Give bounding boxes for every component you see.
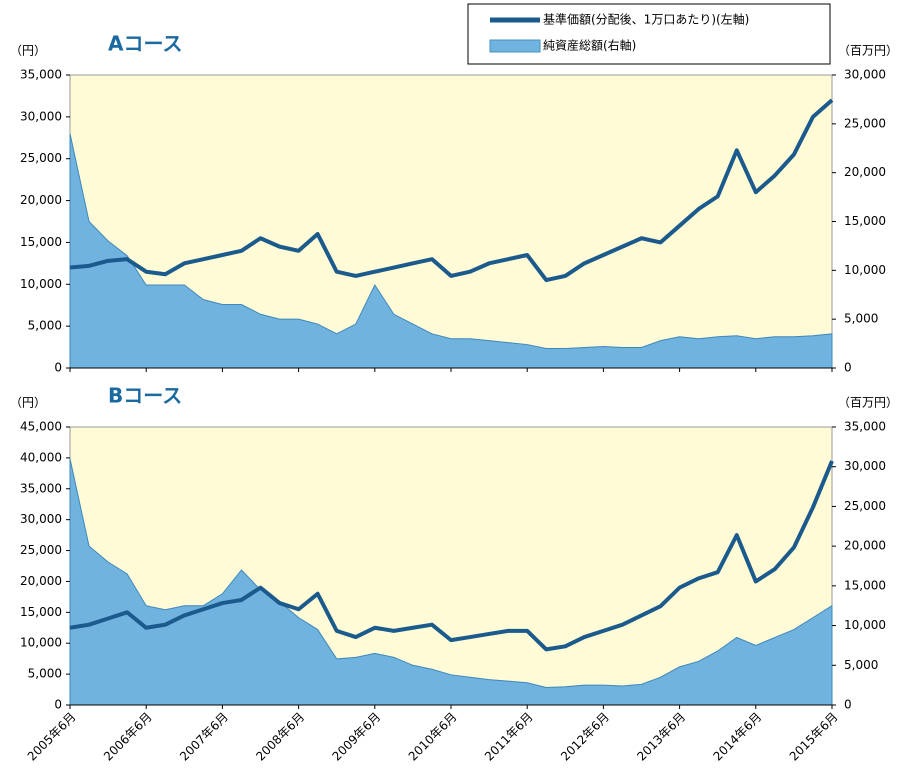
y2-tick-label: 30,000 [844, 459, 886, 473]
chart-title: Aコース [108, 32, 182, 56]
y-tick-label: 30,000 [20, 109, 62, 123]
y-tick-label: 35,000 [20, 481, 62, 495]
y2-tick-label: 20,000 [844, 539, 886, 553]
y-axis-unit: （円） [10, 396, 46, 410]
legend-area-swatch [489, 39, 541, 53]
area [69, 133, 833, 369]
x-tick-label: 2011年6月 [482, 710, 536, 764]
y-tick-label: 25,000 [20, 151, 62, 165]
y-tick-label: 5,000 [28, 667, 62, 681]
x-tick-label: 2009年6月 [330, 710, 384, 764]
y-tick-label: 40,000 [20, 450, 62, 464]
area [69, 458, 833, 706]
legend-label: 基準価額(分配後、1万口あたり)(左軸) [543, 12, 749, 27]
y2-tick-label: 35,000 [844, 420, 886, 434]
y-tick-label: 20,000 [20, 193, 62, 207]
y2-tick-label: 5,000 [844, 312, 878, 326]
y2-tick-label: 0 [844, 361, 852, 375]
y-tick-label: 30,000 [20, 512, 62, 526]
y2-tick-label: 5,000 [844, 658, 878, 672]
y2-tick-label: 0 [844, 698, 852, 712]
y-tick-label: 15,000 [20, 605, 62, 619]
y-axis-unit: （円） [10, 44, 46, 58]
x-tick-label: 2008年6月 [253, 710, 307, 764]
legend-label: 純資産総額(右軸) [543, 38, 636, 53]
x-tick-label: 2013年6月 [634, 710, 688, 764]
y2-tick-label: 20,000 [844, 165, 886, 179]
y-tick-label: 25,000 [20, 543, 62, 557]
charts: Aコース （円） （百万円） 0 5,000 10,000 15,000 20,000 25,0… [10, 32, 898, 764]
y-tick-label: 45,000 [20, 420, 62, 434]
y-tick-label: 20,000 [20, 574, 62, 588]
x-tick-label: 2010年6月 [406, 710, 460, 764]
x-tick-label: 2006年6月 [101, 710, 155, 764]
y2-tick-label: 30,000 [844, 68, 886, 82]
chart-title: Bコース [108, 384, 182, 408]
plot [69, 458, 834, 706]
x-tick-label: 2012年6月 [558, 710, 612, 764]
plot [69, 98, 834, 369]
y2-axis-unit: （百万円） [838, 396, 898, 410]
y-tick-label: 10,000 [20, 277, 62, 291]
y2-tick-label: 15,000 [844, 214, 886, 228]
y-tick-label: 35,000 [20, 68, 62, 82]
y-tick-label: 0 [54, 361, 62, 375]
y-tick-label: 15,000 [20, 235, 62, 249]
y2-tick-label: 25,000 [844, 116, 886, 130]
legend-box [467, 3, 831, 65]
x-tick-label: 2005年6月 [25, 710, 79, 764]
x-tick-label: 2015年6月 [787, 710, 841, 764]
y2-tick-label: 25,000 [844, 499, 886, 513]
y2-tick-label: 10,000 [844, 618, 886, 632]
x-tick-label: 2014年6月 [711, 710, 765, 764]
line [69, 460, 834, 652]
x-tick-label: 2007年6月 [177, 710, 231, 764]
line [69, 98, 834, 283]
y-tick-label: 5,000 [28, 319, 62, 333]
y2-tick-label: 15,000 [844, 578, 886, 592]
y-tick-label: 10,000 [20, 636, 62, 650]
y-tick-label: 0 [54, 698, 62, 712]
y2-tick-label: 10,000 [844, 263, 886, 277]
y2-axis-unit: （百万円） [838, 44, 898, 58]
